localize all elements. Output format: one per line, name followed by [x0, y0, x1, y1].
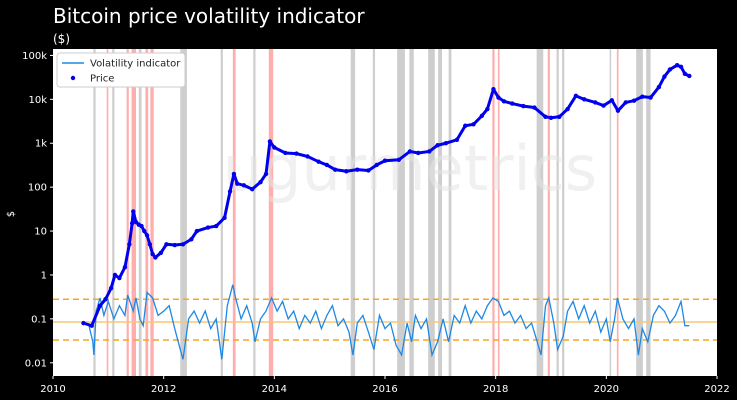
low-volatility-band [556, 49, 559, 376]
low-volatility-band [609, 49, 612, 376]
y-tick-label: 0.01 [25, 358, 47, 369]
series-layer [81, 62, 692, 360]
watermark: ugurmetrics [223, 132, 597, 205]
high-volatility-band [106, 49, 109, 376]
low-volatility-band [138, 49, 142, 376]
low-volatility-band [409, 49, 414, 376]
x-tick-label: 2016 [372, 384, 397, 395]
price-path-segment [228, 172, 236, 193]
low-volatility-band [448, 49, 452, 376]
price-path-segment [223, 189, 232, 220]
low-volatility-band [562, 49, 565, 376]
price-path-segment [649, 85, 661, 100]
low-volatility-band [350, 49, 356, 376]
price-path-segment [485, 87, 495, 111]
low-volatility-bands [93, 49, 651, 376]
price-path-segment [90, 304, 102, 328]
low-volatility-band [112, 49, 115, 376]
y-tick-label: 100k [22, 51, 47, 62]
low-volatility-band [93, 49, 96, 376]
price-path-segment [264, 139, 272, 176]
x-axis: 2010 2012 2014 2016 2018 2020 2022 [40, 376, 730, 395]
x-tick-label: 2012 [151, 384, 176, 395]
high-volatility-band [232, 49, 236, 376]
low-volatility-band [636, 49, 643, 376]
y-tick-label: 100 [28, 183, 47, 194]
low-volatility-band [253, 49, 256, 376]
price-point [687, 73, 692, 79]
legend: Volatility indicator Price [56, 52, 186, 88]
x-tick-label: 2014 [262, 384, 287, 395]
price-path-segment [532, 106, 547, 119]
high-volatility-band [547, 49, 550, 376]
y-tick-label: 10 [34, 227, 47, 238]
y-axis-label: $ [6, 211, 17, 217]
high-volatility-band [150, 49, 154, 376]
x-tick-label: 2020 [594, 384, 619, 395]
high-volatility-band [616, 49, 619, 376]
low-volatility-band [536, 49, 544, 376]
low-volatility-band [372, 49, 376, 376]
high-volatility-band [145, 49, 149, 376]
price-path-segment [397, 149, 412, 162]
legend-box [56, 52, 186, 88]
y-tick-label: 1k [35, 139, 47, 150]
y-tick-label: 1 [41, 270, 47, 281]
low-volatility-band [180, 49, 187, 376]
low-volatility-band [438, 49, 442, 376]
low-volatility-band [220, 49, 223, 376]
x-tick-label: 2018 [483, 384, 508, 395]
volatility-indicator-line [85, 284, 690, 360]
y-axis: 100k 10k 1k 100 10 1 0.1 0.01 [22, 51, 53, 369]
legend-volatility-label: Volatility indicator [90, 59, 181, 70]
price-path-segment [123, 242, 131, 269]
chart-subtitle: ($) [53, 32, 70, 46]
low-volatility-band [646, 49, 651, 376]
legend-price-swatch [70, 75, 76, 81]
price-path-segment [127, 221, 134, 246]
high-volatility-band [492, 49, 495, 376]
y-tick-label: 10k [28, 95, 47, 106]
price-path-segment [383, 158, 401, 163]
low-volatility-band [428, 49, 435, 376]
y-tick-label: 0.1 [31, 314, 47, 325]
high-volatility-band [268, 49, 274, 376]
price-path-segment [109, 273, 117, 290]
x-tick-label: 2022 [704, 384, 729, 395]
legend-price-label: Price [90, 74, 114, 85]
price-path-segment [455, 124, 467, 142]
high-volatility-band [126, 49, 129, 376]
chart-title: Bitcoin price volatility indicator [53, 4, 365, 28]
low-volatility-band [397, 49, 405, 376]
high-volatility-band [497, 49, 500, 376]
x-tick-label: 2010 [40, 384, 65, 395]
price-path-segment [566, 94, 578, 111]
